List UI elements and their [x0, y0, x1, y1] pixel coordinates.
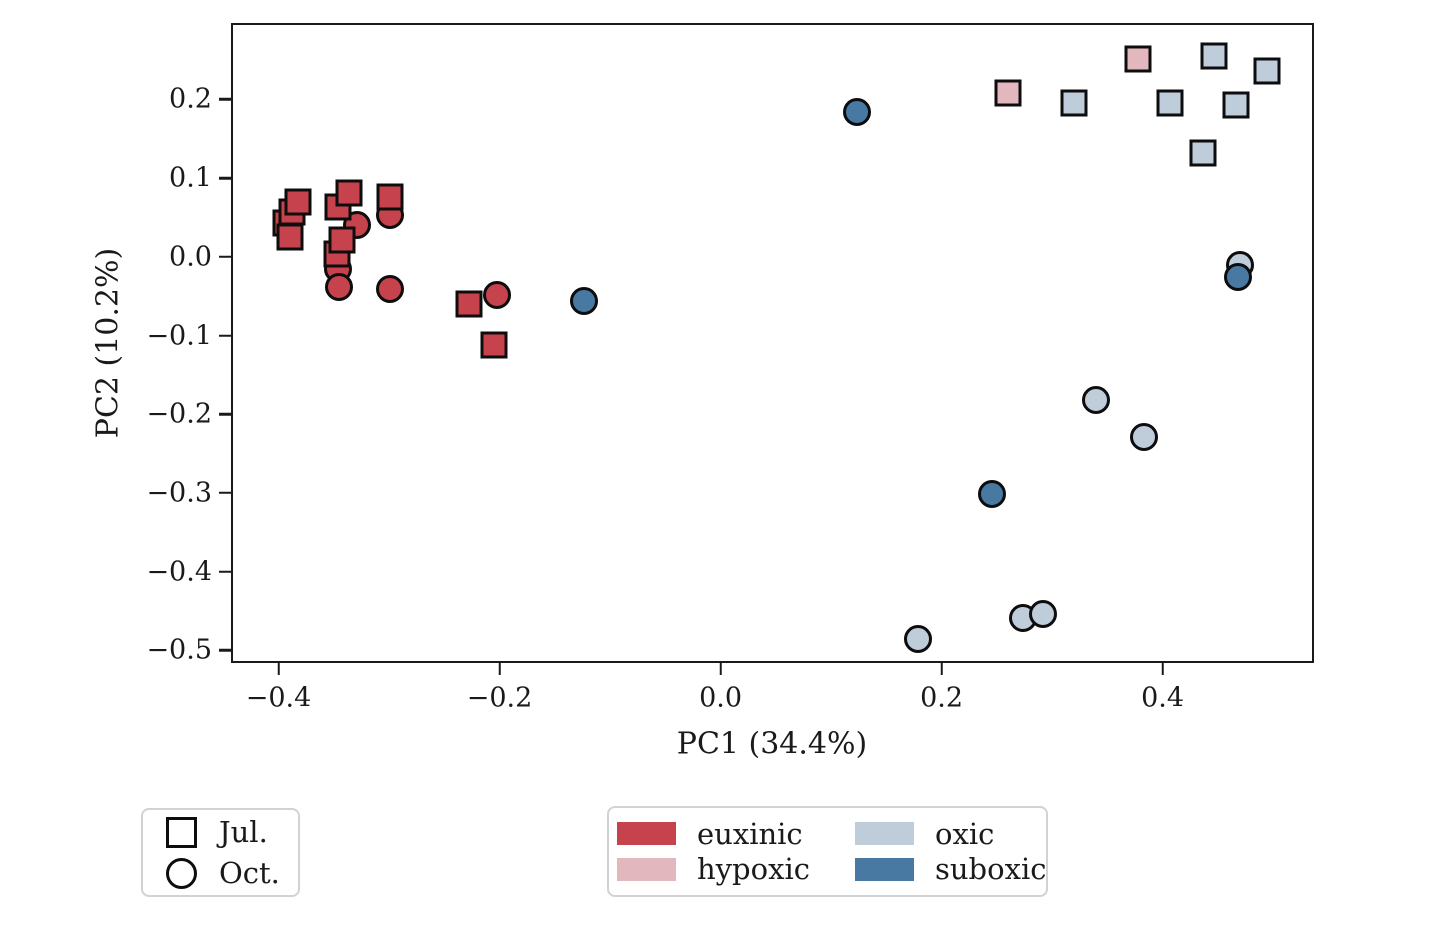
y-tick-mark	[219, 334, 231, 337]
y-tick-mark	[219, 176, 231, 180]
data-point-oxic-jul	[1200, 42, 1228, 70]
legend-marker-cell	[143, 816, 219, 848]
legend-redox-label: suboxic	[935, 852, 1047, 887]
legend-season-item: Jul.	[143, 815, 298, 849]
data-point-suboxic-oct	[978, 480, 1007, 509]
data-point-hypoxic-jul	[994, 79, 1022, 107]
y-tick-mark	[219, 255, 231, 259]
data-point-suboxic-oct	[1223, 262, 1252, 291]
legend-redox-item-oxic: oxic	[855, 817, 1046, 851]
circle-marker-icon	[165, 857, 197, 889]
legend-redox: euxinic hypoxic oxic suboxic	[607, 806, 1048, 897]
data-point-euxinic-oct	[483, 281, 512, 309]
data-point-euxinic-jul	[376, 183, 404, 211]
x-tick-mark	[940, 663, 943, 675]
x-tick-mark	[1161, 663, 1164, 675]
x-tick-label: 0.0	[699, 682, 743, 714]
color-patch-icon	[855, 857, 914, 881]
legend-redox-label: hypoxic	[697, 852, 810, 887]
data-point-oxic-jul	[1253, 57, 1281, 85]
legend-season-label: Oct.	[219, 856, 280, 890]
x-tick-label: −0.4	[245, 682, 312, 714]
x-tick-label: −0.2	[466, 682, 533, 714]
data-point-euxinic-jul	[335, 179, 363, 207]
data-point-euxinic-jul	[328, 226, 356, 254]
x-tick-label: 0.4	[1141, 682, 1185, 714]
data-point-euxinic-oct	[325, 273, 354, 302]
legend-redox-item-suboxic: suboxic	[855, 852, 1046, 886]
x-axis-label: PC1 (34.4%)	[676, 726, 868, 762]
data-point-euxinic-jul	[480, 331, 508, 359]
square-marker-icon	[165, 816, 197, 848]
y-tick-label: −0.2	[146, 398, 212, 430]
color-patch-icon	[617, 857, 676, 881]
y-tick-mark	[219, 649, 231, 652]
data-point-euxinic-oct	[375, 274, 404, 303]
data-point-suboxic-oct	[570, 286, 599, 315]
legend-season: Jul. Oct.	[141, 808, 300, 897]
data-point-euxinic-jul	[276, 223, 304, 251]
x-tick-mark	[719, 663, 722, 675]
data-point-suboxic-oct	[843, 97, 872, 126]
y-tick-label: 0.0	[169, 241, 212, 273]
y-tick-label: −0.4	[146, 556, 212, 588]
y-tick-label: −0.1	[146, 320, 212, 352]
data-point-euxinic-jul	[455, 290, 483, 318]
x-tick-label: 0.2	[920, 682, 964, 714]
legend-redox-label: oxic	[935, 816, 995, 851]
data-point-oxic-jul	[1222, 91, 1250, 118]
legend-season-item: Oct.	[143, 856, 298, 890]
y-tick-mark	[219, 570, 231, 573]
data-point-hypoxic-jul	[1124, 45, 1152, 73]
y-tick-label: −0.5	[146, 634, 212, 666]
legend-marker-cell	[143, 857, 219, 889]
color-patch-icon	[617, 822, 676, 846]
data-point-oxic-jul	[1156, 89, 1184, 117]
data-point-oxic-oct	[1082, 386, 1111, 415]
plot-area	[231, 23, 1314, 663]
data-point-oxic-oct	[1129, 422, 1158, 451]
x-tick-mark	[277, 663, 280, 675]
data-point-oxic-oct	[1029, 599, 1058, 628]
color-patch-icon	[855, 822, 914, 846]
data-point-oxic-oct	[904, 625, 933, 654]
y-tick-mark	[219, 98, 231, 101]
y-tick-label: −0.3	[146, 477, 212, 509]
x-tick-mark	[498, 663, 501, 675]
data-point-oxic-jul	[1060, 89, 1088, 117]
y-tick-label: 0.1	[169, 162, 212, 194]
data-point-oxic-jul	[1189, 139, 1217, 167]
legend-redox-label: euxinic	[697, 816, 803, 851]
y-tick-label: 0.2	[169, 83, 212, 115]
y-axis-label: PC2 (10.2%)	[90, 247, 126, 439]
y-tick-mark	[219, 491, 231, 495]
legend-redox-item-euxinic: euxinic	[617, 817, 855, 851]
y-tick-mark	[219, 412, 231, 416]
legend-redox-item-hypoxic: hypoxic	[617, 852, 855, 886]
legend-season-label: Jul.	[219, 815, 268, 849]
data-point-euxinic-jul	[284, 188, 312, 216]
